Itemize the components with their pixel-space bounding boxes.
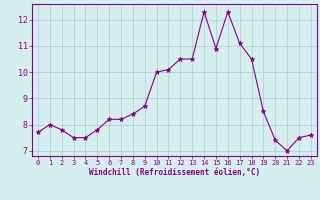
X-axis label: Windchill (Refroidissement éolien,°C): Windchill (Refroidissement éolien,°C) bbox=[89, 168, 260, 177]
